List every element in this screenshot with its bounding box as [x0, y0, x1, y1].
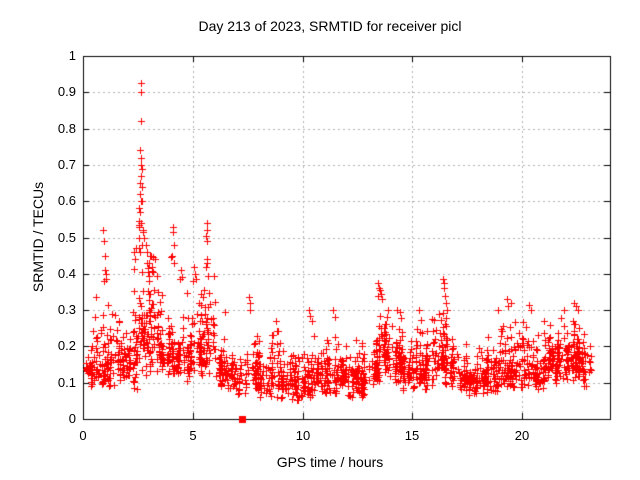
y-tick-label: 0.9 — [57, 84, 76, 99]
x-tick-label: 15 — [404, 428, 420, 443]
y-tick-label: 0.1 — [57, 375, 76, 390]
y-tick-label: 0.4 — [57, 266, 76, 281]
y-tick-label: 0.7 — [57, 157, 76, 172]
y-tick-label: 0.6 — [57, 193, 76, 208]
y-tick-label: 1 — [68, 48, 76, 63]
chart-title: Day 213 of 2023, SRMTID for receiver pic… — [198, 18, 462, 34]
y-tick-label: 0.5 — [57, 230, 76, 245]
x-axis-title: GPS time / hours — [276, 454, 384, 470]
x-tick-label: 10 — [295, 428, 311, 443]
x-tick-label: 5 — [189, 428, 197, 443]
y-tick-label: 0 — [68, 411, 76, 426]
x-tick-label: 0 — [79, 428, 87, 443]
y-tick-label: 0.3 — [57, 302, 76, 317]
x-tick-label: 20 — [514, 428, 530, 443]
y-tick-label: 0.2 — [57, 338, 76, 353]
y-tick-label: 0.8 — [57, 121, 76, 136]
